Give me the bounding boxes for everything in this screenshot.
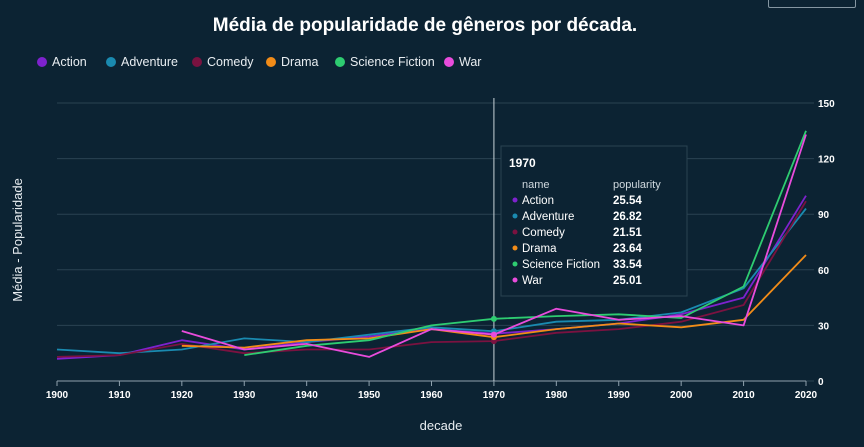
series-comedy[interactable]	[56, 200, 807, 358]
tooltip-row-name: Drama	[522, 243, 557, 255]
tooltip-swatch	[512, 261, 518, 267]
legend-item-drama[interactable]: Drama	[266, 55, 319, 69]
legend-label: War	[459, 55, 481, 69]
tooltip-swatch	[512, 213, 518, 219]
x-tick-label: 1940	[296, 390, 319, 401]
x-tick-label: 1920	[171, 390, 194, 401]
legend-label: Adventure	[121, 55, 178, 69]
chart-title: Média de popularidade de gêneros por déc…	[213, 15, 637, 36]
x-tick-label: 1970	[483, 390, 506, 401]
y-tick-label: 0	[818, 377, 824, 388]
y-tick-label: 30	[818, 321, 830, 332]
chart-toolbar[interactable]	[768, 0, 856, 8]
tooltip-row-value: 33.54	[613, 259, 642, 271]
x-tick-label: 1900	[46, 390, 69, 401]
tooltip-swatch	[512, 277, 518, 283]
tooltip: 1970 name popularity Action 25.54 Adventure 26…	[500, 145, 688, 297]
legend-label: Science Fiction	[350, 55, 435, 69]
tooltip-row-name: War	[522, 275, 543, 287]
legend-item-war[interactable]: War	[444, 55, 481, 69]
x-tick-label: 2010	[732, 390, 755, 401]
series-science-fiction[interactable]	[244, 130, 807, 356]
legend-swatch	[335, 57, 345, 67]
x-tick-label: 1950	[358, 390, 381, 401]
grid-lines	[57, 102, 814, 382]
x-tick-label: 1980	[545, 390, 568, 401]
tooltip-row-value: 25.54	[613, 195, 642, 207]
tooltip-swatch	[512, 197, 518, 203]
legend-swatch	[192, 57, 202, 67]
legend-label: Comedy	[207, 55, 254, 69]
y-axis-ticks: 0 30 60 90 120 150	[818, 99, 835, 388]
y-tick-label: 150	[818, 99, 835, 110]
series-adventure[interactable]	[56, 208, 807, 355]
hover-point	[490, 331, 497, 338]
legend-item-science-fiction[interactable]: Science Fiction	[335, 55, 435, 69]
y-tick-label: 60	[818, 266, 830, 277]
tooltip-row-name: Adventure	[522, 211, 574, 223]
hover-point	[490, 315, 497, 322]
tooltip-row: Adventure 26.82	[512, 211, 642, 223]
y-axis-label: Média - Popularidade	[10, 178, 25, 302]
x-axis-label: decade	[420, 418, 463, 433]
tooltip-row: War 25.01	[512, 275, 642, 287]
tooltip-col-name: name	[522, 179, 550, 191]
legend-swatch	[106, 57, 116, 67]
legend: Action Adventure Comedy Drama Science Fictio…	[37, 55, 481, 69]
x-tick-label: 1910	[108, 390, 131, 401]
x-tick-label: 1990	[608, 390, 631, 401]
tooltip-row: Action 25.54	[512, 195, 642, 207]
tooltip-row-value: 23.64	[613, 243, 642, 255]
x-tick-label: 1960	[420, 390, 443, 401]
legend-swatch	[266, 57, 276, 67]
legend-item-adventure[interactable]: Adventure	[106, 55, 178, 69]
tooltip-title: 1970	[509, 156, 536, 170]
y-tick-label: 120	[818, 155, 835, 166]
legend-label: Drama	[281, 55, 319, 69]
series-war[interactable]	[181, 134, 807, 358]
tooltip-row-name: Action	[522, 195, 554, 207]
legend-item-comedy[interactable]: Comedy	[192, 55, 254, 69]
tooltip-col-value: popularity	[613, 179, 661, 191]
tooltip-row: Science Fiction 33.54	[512, 259, 642, 271]
tooltip-row-value: 21.51	[613, 227, 642, 239]
series-action[interactable]	[56, 195, 807, 360]
tooltip-row: Comedy 21.51	[512, 227, 642, 239]
series-line	[56, 200, 807, 358]
x-tick-label: 2020	[795, 390, 818, 401]
tooltip-row-name: Science Fiction	[522, 259, 600, 271]
series-line	[56, 195, 807, 360]
legend-label: Action	[52, 55, 87, 69]
tooltip-swatch	[512, 245, 518, 251]
x-tick-label: 2000	[670, 390, 693, 401]
series-lines	[56, 130, 807, 360]
tooltip-row-name: Comedy	[522, 227, 565, 239]
series-line	[56, 208, 807, 355]
tooltip-row-value: 25.01	[613, 275, 642, 287]
tooltip-swatch	[512, 229, 518, 235]
legend-item-action[interactable]: Action	[37, 55, 87, 69]
series-line	[244, 130, 807, 356]
legend-swatch	[444, 57, 454, 67]
y-tick-label: 90	[818, 210, 830, 221]
x-axis-ticks: 1900 1910 1920 1930 1940 1950 1960 1970 1980 1990…	[46, 381, 818, 401]
x-tick-label: 1930	[233, 390, 256, 401]
tooltip-row-value: 26.82	[613, 211, 642, 223]
tooltip-row: Drama 23.64	[512, 243, 642, 255]
legend-swatch	[37, 57, 47, 67]
tooltip-box	[500, 145, 688, 297]
